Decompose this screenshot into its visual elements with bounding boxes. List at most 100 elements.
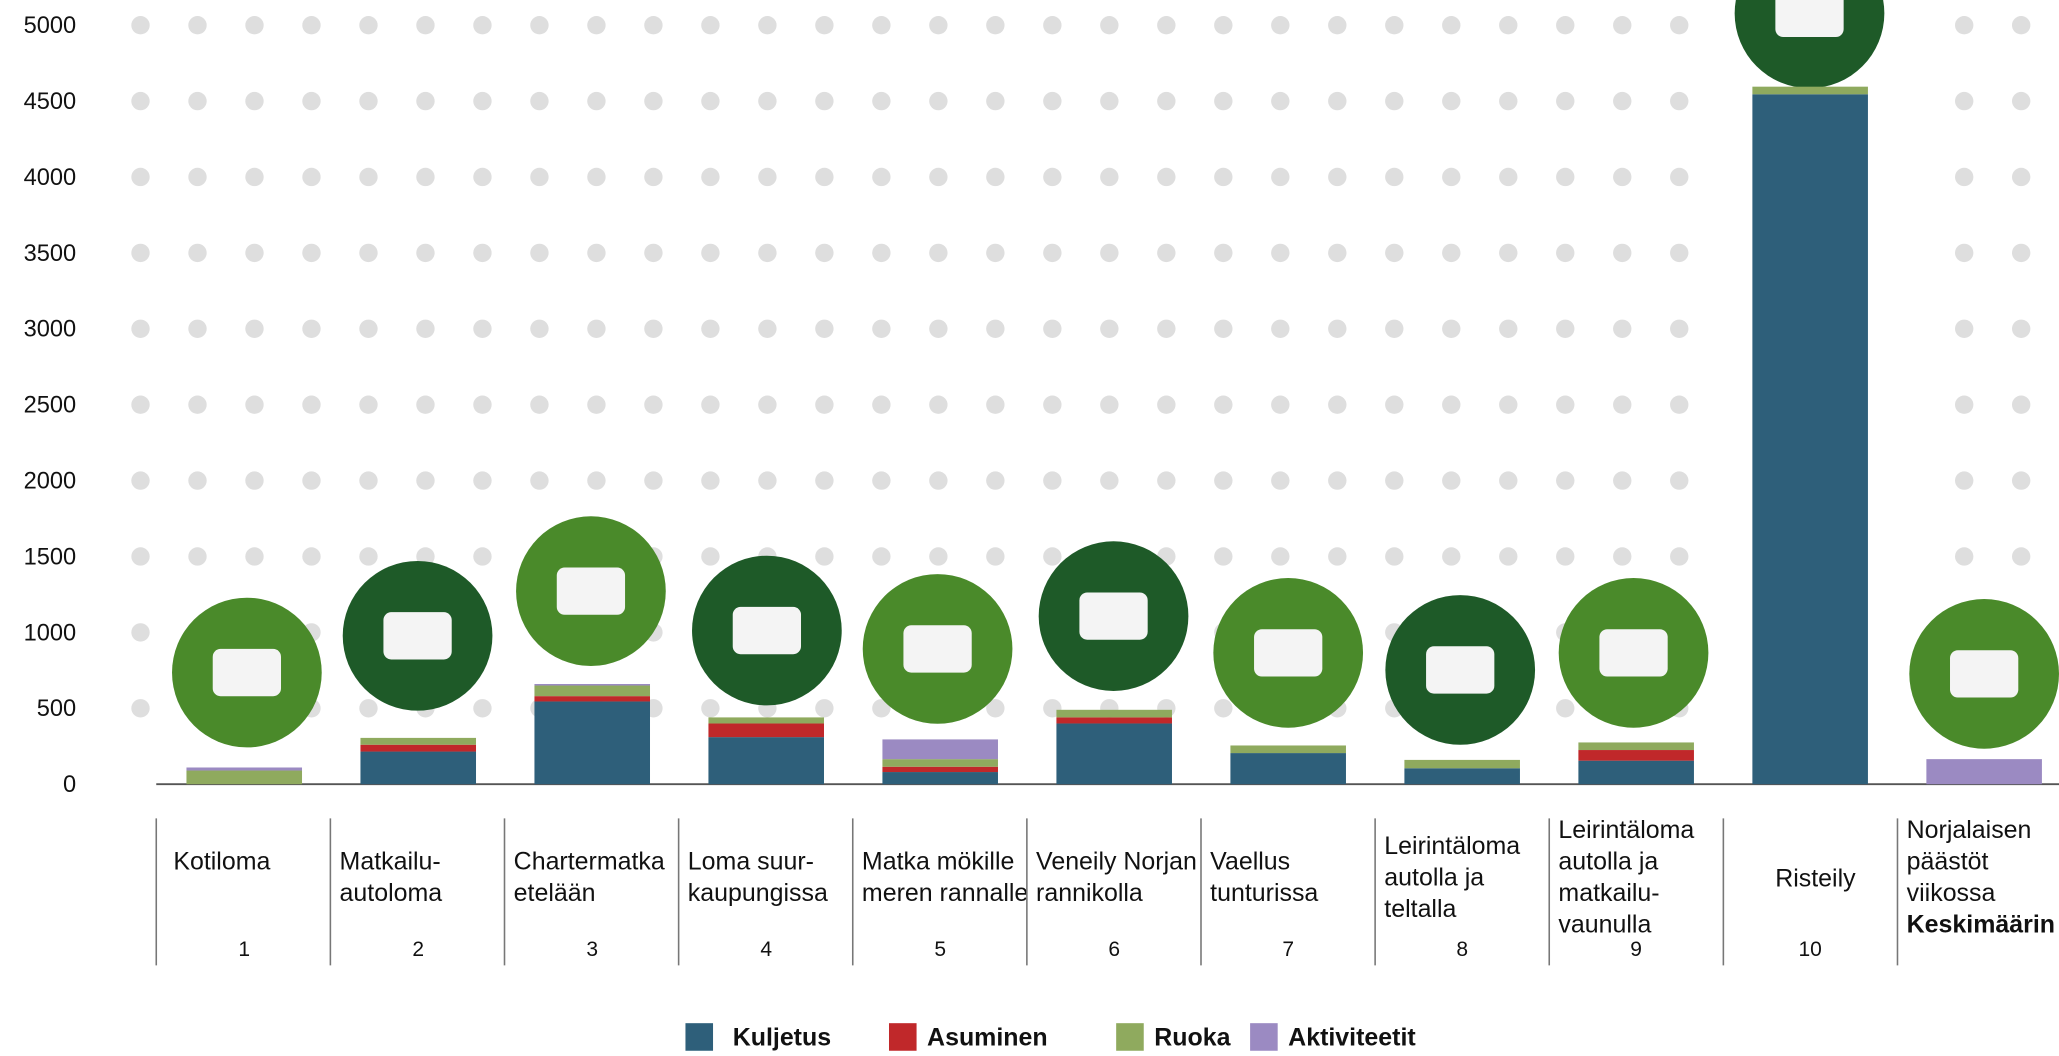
grid-dot: [587, 167, 606, 187]
grid-dot: [2011, 91, 2031, 111]
bar-segment: [1056, 717, 1172, 724]
grid-dot: [644, 243, 663, 263]
grid-dot: [1613, 471, 1632, 490]
grid-dot: [1214, 547, 1233, 566]
grid-dot: [929, 167, 948, 187]
grid-dot: [131, 547, 150, 566]
grid-dot: [701, 167, 720, 187]
grid-dot: [929, 395, 948, 414]
category-label: Kotiloma: [173, 848, 270, 876]
grid-dot: [1556, 547, 1575, 566]
bar-segment: [1230, 753, 1346, 785]
grid-dot: [1157, 243, 1176, 263]
grid-dot: [245, 471, 264, 490]
grid-dot: [1328, 16, 1347, 35]
grid-dot: [1613, 243, 1632, 263]
grid-dot: [1214, 395, 1233, 414]
icon-glyph: [1775, 0, 1844, 38]
grid-dot: [872, 395, 891, 414]
grid-dot: [872, 699, 891, 718]
category-label: Matkailu-autoloma: [340, 848, 443, 908]
grid-dot: [530, 395, 549, 414]
bar-segment: [1926, 759, 2042, 785]
y-tick-label: 5000: [24, 13, 77, 39]
category-label: Norjalaisen päästöt viikossa Keskimäärin: [1907, 816, 2055, 939]
grid-dot: [1613, 167, 1632, 187]
grid-dot: [416, 16, 435, 35]
grid-dot: [644, 471, 663, 490]
legend-label: Asuminen: [927, 1024, 1048, 1051]
grid-dot: [302, 167, 321, 187]
grid-dot: [701, 319, 720, 338]
grid-dot: [1954, 547, 1974, 566]
grid-dot: [1043, 243, 1062, 263]
bar-segment: [882, 766, 998, 773]
grid-dot: [1670, 243, 1689, 263]
grid-dot: [815, 395, 834, 414]
icon-glyph: [1599, 629, 1668, 677]
icon-glyph: [1079, 592, 1148, 640]
bar-segment: [360, 751, 477, 785]
grid-dot: [416, 395, 435, 414]
grid-dot: [872, 91, 891, 111]
category-number: 9: [1630, 938, 1642, 961]
grid-dot: [929, 243, 948, 263]
grid-dot: [188, 471, 207, 490]
category-number: 8: [1456, 938, 1468, 961]
bar-segment: [708, 723, 824, 738]
icon-glyph: [903, 625, 972, 673]
icon-circle: [1734, 0, 1885, 89]
icon-glyph: [556, 567, 626, 615]
grid-dot: [302, 243, 321, 263]
y-tick-label: 0: [63, 772, 76, 798]
grid-dot: [758, 471, 777, 490]
icon-glyph: [383, 612, 452, 660]
grid-dot: [1043, 395, 1062, 414]
grid-dot: [872, 167, 891, 187]
grid-dot: [1271, 547, 1290, 566]
category-number: 10: [1798, 938, 1821, 961]
grid-dot: [1556, 319, 1575, 338]
bar-segment: [534, 701, 651, 785]
grid-dot: [758, 91, 777, 111]
bar-segment: [1404, 759, 1520, 769]
grid-dot: [1043, 547, 1062, 566]
grid-dot: [2011, 319, 2031, 338]
bar-segment: [708, 717, 824, 724]
grid-dot: [986, 243, 1005, 263]
grid-dot: [815, 91, 834, 111]
grid-dot: [188, 243, 207, 263]
bar-segment: [360, 744, 477, 752]
grid-dot: [1442, 319, 1461, 338]
grid-dot: [473, 699, 492, 718]
grid-dot: [1442, 16, 1461, 35]
grid-dot: [587, 319, 606, 338]
legend-label: Ruoka: [1154, 1024, 1231, 1051]
grid-dot: [2011, 395, 2031, 414]
grid-dot: [1214, 471, 1233, 490]
bar-segment: [1230, 745, 1346, 754]
y-tick-label: 3000: [24, 317, 77, 343]
grid-dot: [188, 91, 207, 111]
grid-dot: [359, 319, 378, 338]
bar-segment: [1752, 86, 1868, 95]
grid-dot: [1385, 243, 1404, 263]
grid-dot: [1670, 16, 1689, 35]
legend-swatch: [888, 1023, 917, 1051]
icon-glyph: [1426, 646, 1495, 694]
y-tick-label: 4000: [24, 165, 77, 191]
grid-dot: [1214, 699, 1233, 718]
category-label: Leirintäloma autolla ja matkailu-vaunulla: [1558, 816, 1694, 939]
grid-dot: [587, 243, 606, 263]
bar-segment: [360, 737, 477, 745]
grid-dot: [1328, 395, 1347, 414]
grid-dot: [986, 547, 1005, 566]
category-number: 6: [1108, 938, 1120, 961]
category-number: 5: [934, 938, 946, 961]
grid-dot: [530, 167, 549, 187]
grid-dot: [1670, 319, 1689, 338]
grid-dot: [872, 16, 891, 35]
legend-label: Aktiviteetit: [1288, 1024, 1415, 1051]
grid-dot: [1328, 167, 1347, 187]
